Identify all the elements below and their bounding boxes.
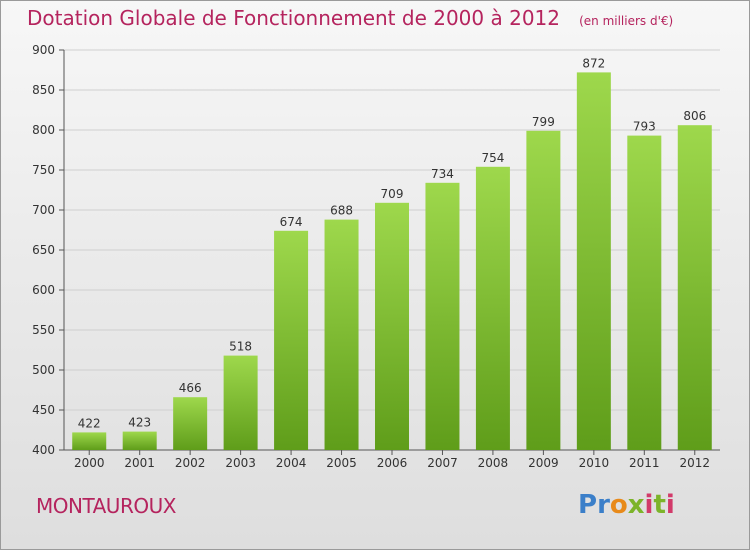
- x-tick-label-2000: 2000: [74, 456, 105, 470]
- bar-2006: [375, 202, 409, 450]
- value-label-2000: 422: [78, 416, 101, 430]
- x-tick-label-2011: 2011: [629, 456, 660, 470]
- bar-2001: [122, 431, 157, 450]
- logo-letter: t: [653, 490, 666, 520]
- logo-letter: i: [665, 490, 675, 520]
- bar-2003: [223, 355, 258, 450]
- value-label-2006: 709: [381, 187, 404, 201]
- x-tick-label-2007: 2007: [427, 456, 458, 470]
- x-tick-label-2004: 2004: [276, 456, 307, 470]
- value-label-2002: 466: [179, 381, 202, 395]
- logo-letter: P: [578, 490, 598, 520]
- x-tick-label-2003: 2003: [225, 456, 256, 470]
- proxiti-logo[interactable]: Proxiti: [578, 490, 675, 520]
- y-tick-label: 700: [32, 203, 55, 217]
- bar-value-labels: 422 423 466 518 674 688 709 734 754 799 872 793 806: [78, 56, 706, 430]
- y-tick-label: 500: [32, 363, 55, 377]
- bar-2011: [627, 135, 662, 450]
- bar-2009: [526, 130, 561, 451]
- bar-2005: [324, 219, 359, 450]
- value-label-2003: 518: [229, 340, 252, 354]
- bar-2002: [173, 397, 208, 450]
- value-label-2010: 872: [582, 56, 605, 70]
- x-tick-label-2002: 2002: [175, 456, 206, 470]
- y-tick-label: 800: [32, 123, 55, 137]
- x-tick-label-2009: 2009: [528, 456, 559, 470]
- value-label-2011: 793: [633, 120, 656, 134]
- value-label-2012: 806: [683, 109, 706, 123]
- y-tick-label: 550: [32, 323, 55, 337]
- commune-name: MONTAUROUX: [36, 494, 176, 518]
- tick-labels: 400 450 500 550 600 650 700 750 800 850 900 2000 200…: [32, 43, 710, 470]
- logo-letter: x: [627, 490, 645, 520]
- value-label-2009: 799: [532, 115, 555, 129]
- y-tick-label: 450: [32, 403, 55, 417]
- unit-label: (en milliers d'€): [579, 14, 674, 28]
- y-tick-label: 400: [32, 443, 55, 457]
- x-tick-label-2005: 2005: [326, 456, 357, 470]
- chart-title: Dotation Globale de Fonctionnement de 20…: [27, 6, 560, 30]
- y-tick-label: 900: [32, 43, 55, 57]
- value-label-2008: 754: [481, 151, 504, 165]
- logo-letter: r: [597, 490, 610, 520]
- bars: [72, 72, 712, 451]
- x-tick-label-2001: 2001: [124, 456, 155, 470]
- bar-2008: [475, 166, 510, 451]
- bar-2007: [425, 182, 460, 451]
- bar-2000: [72, 432, 107, 450]
- logo-letter: o: [609, 490, 628, 520]
- y-tick-label: 850: [32, 83, 55, 97]
- y-tick-label: 600: [32, 283, 55, 297]
- value-label-2001: 423: [128, 416, 151, 430]
- y-tick-label: 650: [32, 243, 55, 257]
- chart-header: Dotation Globale de Fonctionnement de 20…: [27, 6, 673, 30]
- logo-letter: i: [644, 490, 654, 520]
- value-label-2004: 674: [280, 215, 303, 229]
- x-tick-label-2010: 2010: [579, 456, 610, 470]
- y-tick-label: 750: [32, 163, 55, 177]
- x-tick-label-2008: 2008: [478, 456, 509, 470]
- value-label-2007: 734: [431, 167, 454, 181]
- x-tick-label-2012: 2012: [679, 456, 710, 470]
- x-tick-label-2006: 2006: [377, 456, 408, 470]
- value-label-2005: 688: [330, 204, 353, 218]
- bar-2012: [677, 125, 712, 450]
- bar-2004: [274, 230, 309, 450]
- bar-2010: [576, 72, 611, 451]
